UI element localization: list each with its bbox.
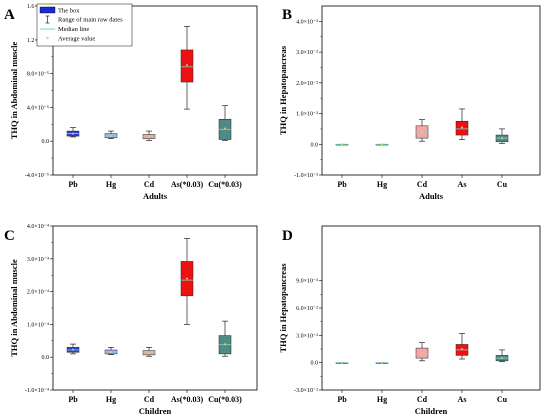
mean-dot <box>72 132 74 135</box>
x-tick-label: Cu(*0.03) <box>208 395 242 404</box>
x-tick-label: As <box>458 180 467 189</box>
y-tick-label: 4.0×10⁻² <box>296 19 318 25</box>
mean-dot <box>224 343 226 346</box>
legend-mean-swatch <box>46 36 49 40</box>
x-tick-label: Pb <box>68 395 78 404</box>
plot-frame <box>52 225 258 391</box>
legend-whisker-swatch <box>45 15 50 24</box>
y-tick-label: -3.0×10⁻² <box>294 388 318 394</box>
mean-dot <box>341 361 343 364</box>
x-tick-label: As(*0.03) <box>171 395 204 404</box>
plot-frame <box>321 5 541 176</box>
y-tick-label: 0.0 <box>311 142 319 148</box>
y-tick-label: 8.0×10⁻⁵ <box>27 72 49 78</box>
x-tick-label: Cd <box>417 395 428 404</box>
y-axis-title: THQ in Abdominal muscle <box>9 259 19 357</box>
y-tick-label: 4.0×10⁻⁴ <box>27 224 49 230</box>
x-axis-title: Children <box>139 406 172 416</box>
mean-dot <box>186 64 188 67</box>
legend-label-whisker: Range of main raw dates <box>58 17 123 24</box>
y-tick-label: 0.0 <box>42 139 50 145</box>
y-tick-label: 3.0×10⁻² <box>296 50 318 56</box>
x-tick-label: As <box>458 395 467 404</box>
mean-dot <box>461 126 463 129</box>
x-axis-title: Adults <box>143 191 168 201</box>
plot-frame <box>321 225 541 391</box>
mean-dot <box>110 350 112 353</box>
y-tick-label: 6.0×10⁻² <box>296 306 318 312</box>
x-tick-label: Cu <box>497 395 508 404</box>
x-tick-label: Hg <box>377 395 387 404</box>
mean-dot <box>381 361 383 364</box>
legend-label-mean: Average value <box>58 36 95 43</box>
mean-dot <box>501 137 503 140</box>
mean-dot <box>381 143 383 146</box>
mean-dot <box>341 143 343 146</box>
legend-label-median: Median line <box>58 26 89 33</box>
x-tick-label: Hg <box>106 180 116 189</box>
y-axis-title: THQ in Hepatopancreas <box>278 263 288 353</box>
panel-b: -1.0×10⁻² 0.0 1.0×10⁻² 2.0×10⁻² 3.0×10⁻² 4.0×… <box>278 5 541 201</box>
mean-dot <box>461 348 463 350</box>
y-tick-label: 1.0×10⁻⁴ <box>27 322 49 328</box>
y-tick-label: -4.0×10⁻⁵ <box>25 173 49 179</box>
mean-dot <box>224 127 226 130</box>
mean-dot <box>148 351 150 354</box>
x-axis-title: Adults <box>419 191 444 201</box>
panel-letter-a: A <box>4 7 15 23</box>
y-tick-label: 9.0×10⁻² <box>296 279 318 285</box>
legend: The box Range of main raw dates Median l… <box>36 3 133 47</box>
y-tick-label: 2.0×10⁻⁴ <box>27 290 49 296</box>
y-tick-label: 3.0×10⁻⁴ <box>27 257 49 263</box>
x-tick-label: Pb <box>337 395 347 404</box>
y-tick-label: 1.0×10⁻² <box>296 112 318 118</box>
x-tick-label: Cd <box>144 180 155 189</box>
legend-label-box: The box <box>58 8 80 15</box>
y-tick-label: 0.0 <box>311 361 319 367</box>
mean-dot <box>501 357 503 360</box>
legend-box-swatch <box>39 6 56 14</box>
y-tick-label: 4.0×10⁻⁵ <box>27 105 49 111</box>
mean-dot <box>72 348 74 351</box>
panel-c: -1.0×10⁻⁴ 0.0 1.0×10⁻⁴ 2.0×10⁻⁴ 3.0×10⁻⁴ 4.0×… <box>9 224 258 416</box>
x-tick-label: Hg <box>106 395 116 404</box>
panel-letter-b: B <box>282 7 292 23</box>
y-tick-label: 3.0×10⁻² <box>296 333 318 339</box>
mean-dot <box>421 352 423 355</box>
y-axis-title: THQ in Abdominal muscle <box>9 42 19 140</box>
y-tick-label: 2.0×10⁻² <box>296 81 318 87</box>
mean-dot <box>186 277 188 280</box>
mean-dot <box>110 135 112 138</box>
x-tick-label: As(*0.03) <box>171 180 204 189</box>
y-tick-label: -1.0×10⁻⁴ <box>25 388 49 394</box>
panel-letter-d: D <box>282 228 293 244</box>
y-tick-label: 0.0 <box>42 355 50 361</box>
x-tick-label: Pb <box>68 180 78 189</box>
x-tick-label: Pb <box>337 180 347 189</box>
panel-letter-c: C <box>4 228 15 244</box>
x-axis-title: Children <box>415 406 448 416</box>
x-tick-label: Cu(*0.03) <box>208 180 242 189</box>
mean-dot <box>421 130 423 133</box>
x-tick-label: Cd <box>144 395 155 404</box>
panel-d: -3.0×10⁻² 0.0 3.0×10⁻² 6.0×10⁻² 9.0×10⁻² THQ … <box>278 225 541 416</box>
y-axis-title: THQ in Hepatopancreas <box>278 45 288 135</box>
y-tick-label: -1.0×10⁻² <box>294 173 318 179</box>
x-tick-label: Cd <box>417 180 428 189</box>
x-tick-label: Cu <box>497 180 508 189</box>
x-tick-label: Hg <box>377 180 387 189</box>
mean-dot <box>148 135 150 138</box>
